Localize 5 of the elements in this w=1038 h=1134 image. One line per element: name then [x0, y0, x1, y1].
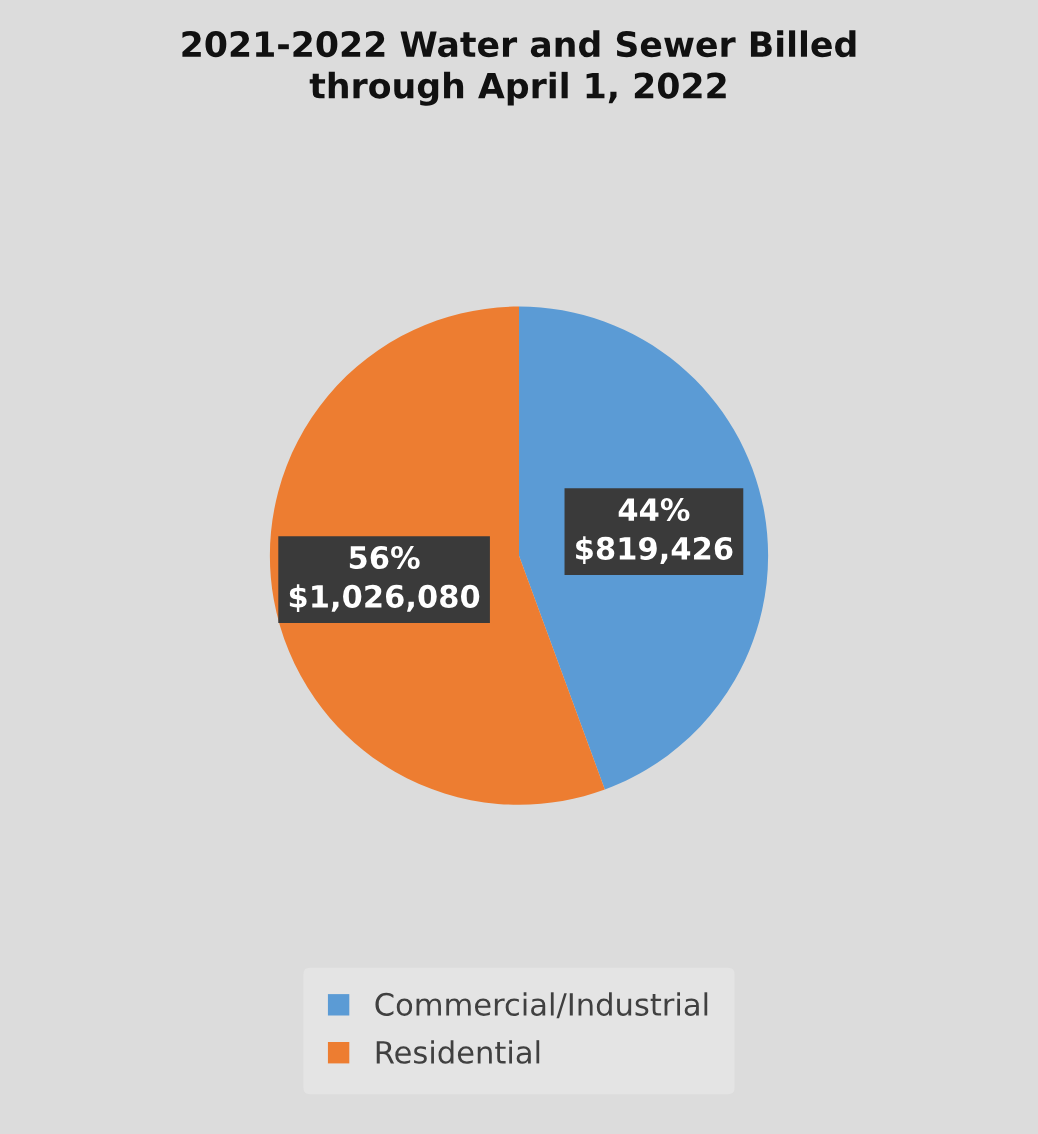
legend-label: Residential — [376, 1040, 540, 1064]
chart-title: 2021-2022 Water and Sewer Billed through April 1, 2022 — [182, 30, 856, 106]
legend-label: Commercial/Industrial — [375, 992, 708, 1019]
data-label: 44% $819,426 — [576, 498, 733, 565]
data-label: 56% $1,026,080 — [289, 545, 480, 612]
